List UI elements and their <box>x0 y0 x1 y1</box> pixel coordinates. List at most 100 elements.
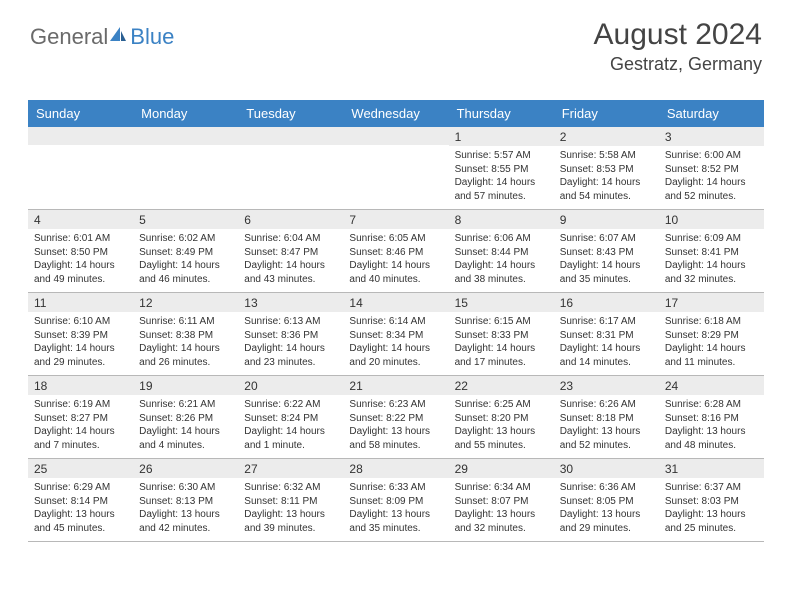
date-number: 17 <box>659 293 764 312</box>
date-number: 3 <box>659 127 764 146</box>
date-number: 26 <box>133 459 238 478</box>
daylight2-text: and 35 minutes. <box>347 522 444 536</box>
calendar-cell: 19Sunrise: 6:21 AMSunset: 8:26 PMDayligh… <box>133 376 238 459</box>
calendar-cell: 26Sunrise: 6:30 AMSunset: 8:13 PMDayligh… <box>133 459 238 542</box>
calendar-cell: 13Sunrise: 6:13 AMSunset: 8:36 PMDayligh… <box>238 293 343 376</box>
calendar-cell <box>238 127 343 210</box>
day-header: Thursday <box>449 100 554 127</box>
daylight2-text: and 7 minutes. <box>32 439 129 453</box>
sunset-text: Sunset: 8:34 PM <box>347 329 444 343</box>
daylight1-text: Daylight: 14 hours <box>663 176 760 190</box>
date-number: 12 <box>133 293 238 312</box>
sunrise-text: Sunrise: 6:17 AM <box>558 315 655 329</box>
date-number <box>133 127 238 145</box>
daylight2-text: and 58 minutes. <box>347 439 444 453</box>
daylight1-text: Daylight: 14 hours <box>453 259 550 273</box>
sunrise-text: Sunrise: 6:02 AM <box>137 232 234 246</box>
daylight2-text: and 40 minutes. <box>347 273 444 287</box>
day-header: Sunday <box>28 100 133 127</box>
date-number: 13 <box>238 293 343 312</box>
date-number: 28 <box>343 459 448 478</box>
date-number: 6 <box>238 210 343 229</box>
date-number: 19 <box>133 376 238 395</box>
calendar-cell: 2Sunrise: 5:58 AMSunset: 8:53 PMDaylight… <box>554 127 659 210</box>
date-number: 16 <box>554 293 659 312</box>
month-title: August 2024 <box>594 18 762 52</box>
sunset-text: Sunset: 8:49 PM <box>137 246 234 260</box>
daylight1-text: Daylight: 13 hours <box>453 425 550 439</box>
calendar-cell: 12Sunrise: 6:11 AMSunset: 8:38 PMDayligh… <box>133 293 238 376</box>
sunset-text: Sunset: 8:55 PM <box>453 163 550 177</box>
daylight2-text: and 17 minutes. <box>453 356 550 370</box>
daylight1-text: Daylight: 13 hours <box>558 425 655 439</box>
sunset-text: Sunset: 8:36 PM <box>242 329 339 343</box>
daylight2-text: and 46 minutes. <box>137 273 234 287</box>
daylight2-text: and 32 minutes. <box>663 273 760 287</box>
sunset-text: Sunset: 8:43 PM <box>558 246 655 260</box>
daylight1-text: Daylight: 14 hours <box>558 342 655 356</box>
sail-icon <box>108 25 128 50</box>
daylight2-text: and 35 minutes. <box>558 273 655 287</box>
date-number <box>343 127 448 145</box>
week-row: 18Sunrise: 6:19 AMSunset: 8:27 PMDayligh… <box>28 376 764 459</box>
day-header-row: SundayMondayTuesdayWednesdayThursdayFrid… <box>28 100 764 127</box>
date-number: 20 <box>238 376 343 395</box>
calendar-cell: 22Sunrise: 6:25 AMSunset: 8:20 PMDayligh… <box>449 376 554 459</box>
brand-logo: General Blue <box>30 24 174 50</box>
daylight1-text: Daylight: 14 hours <box>242 342 339 356</box>
sunrise-text: Sunrise: 6:09 AM <box>663 232 760 246</box>
sunrise-text: Sunrise: 6:15 AM <box>453 315 550 329</box>
sunset-text: Sunset: 8:38 PM <box>137 329 234 343</box>
daylight2-text: and 57 minutes. <box>453 190 550 204</box>
date-number: 8 <box>449 210 554 229</box>
daylight2-text: and 42 minutes. <box>137 522 234 536</box>
daylight1-text: Daylight: 13 hours <box>558 508 655 522</box>
daylight2-text: and 43 minutes. <box>242 273 339 287</box>
brand-text-general: General <box>30 24 108 50</box>
calendar-cell <box>343 127 448 210</box>
location-label: Gestratz, Germany <box>594 54 762 75</box>
calendar-cell: 11Sunrise: 6:10 AMSunset: 8:39 PMDayligh… <box>28 293 133 376</box>
daylight1-text: Daylight: 14 hours <box>32 259 129 273</box>
day-header: Tuesday <box>238 100 343 127</box>
daylight2-text: and 49 minutes. <box>32 273 129 287</box>
calendar-cell <box>133 127 238 210</box>
date-number: 25 <box>28 459 133 478</box>
sunrise-text: Sunrise: 6:07 AM <box>558 232 655 246</box>
daylight1-text: Daylight: 14 hours <box>32 342 129 356</box>
daylight2-text: and 1 minute. <box>242 439 339 453</box>
sunrise-text: Sunrise: 6:23 AM <box>347 398 444 412</box>
calendar-cell: 23Sunrise: 6:26 AMSunset: 8:18 PMDayligh… <box>554 376 659 459</box>
sunrise-text: Sunrise: 6:29 AM <box>32 481 129 495</box>
calendar-cell: 18Sunrise: 6:19 AMSunset: 8:27 PMDayligh… <box>28 376 133 459</box>
daylight2-text: and 54 minutes. <box>558 190 655 204</box>
calendar-grid: SundayMondayTuesdayWednesdayThursdayFrid… <box>28 100 764 542</box>
calendar-cell: 28Sunrise: 6:33 AMSunset: 8:09 PMDayligh… <box>343 459 448 542</box>
daylight1-text: Daylight: 14 hours <box>347 259 444 273</box>
date-number: 21 <box>343 376 448 395</box>
sunset-text: Sunset: 8:24 PM <box>242 412 339 426</box>
daylight2-text: and 29 minutes. <box>32 356 129 370</box>
daylight1-text: Daylight: 14 hours <box>32 425 129 439</box>
daylight1-text: Daylight: 14 hours <box>242 425 339 439</box>
calendar-header: August 2024 Gestratz, Germany <box>594 18 762 75</box>
sunset-text: Sunset: 8:11 PM <box>242 495 339 509</box>
date-number: 10 <box>659 210 764 229</box>
daylight1-text: Daylight: 14 hours <box>663 342 760 356</box>
calendar-cell: 30Sunrise: 6:36 AMSunset: 8:05 PMDayligh… <box>554 459 659 542</box>
calendar-cell: 27Sunrise: 6:32 AMSunset: 8:11 PMDayligh… <box>238 459 343 542</box>
calendar-cell: 24Sunrise: 6:28 AMSunset: 8:16 PMDayligh… <box>659 376 764 459</box>
sunset-text: Sunset: 8:47 PM <box>242 246 339 260</box>
daylight2-text: and 29 minutes. <box>558 522 655 536</box>
date-number: 18 <box>28 376 133 395</box>
sunset-text: Sunset: 8:46 PM <box>347 246 444 260</box>
sunrise-text: Sunrise: 6:28 AM <box>663 398 760 412</box>
sunset-text: Sunset: 8:05 PM <box>558 495 655 509</box>
calendar-cell: 4Sunrise: 6:01 AMSunset: 8:50 PMDaylight… <box>28 210 133 293</box>
sunset-text: Sunset: 8:50 PM <box>32 246 129 260</box>
sunset-text: Sunset: 8:09 PM <box>347 495 444 509</box>
calendar-cell: 20Sunrise: 6:22 AMSunset: 8:24 PMDayligh… <box>238 376 343 459</box>
date-number: 30 <box>554 459 659 478</box>
calendar-cell: 8Sunrise: 6:06 AMSunset: 8:44 PMDaylight… <box>449 210 554 293</box>
sunrise-text: Sunrise: 6:32 AM <box>242 481 339 495</box>
